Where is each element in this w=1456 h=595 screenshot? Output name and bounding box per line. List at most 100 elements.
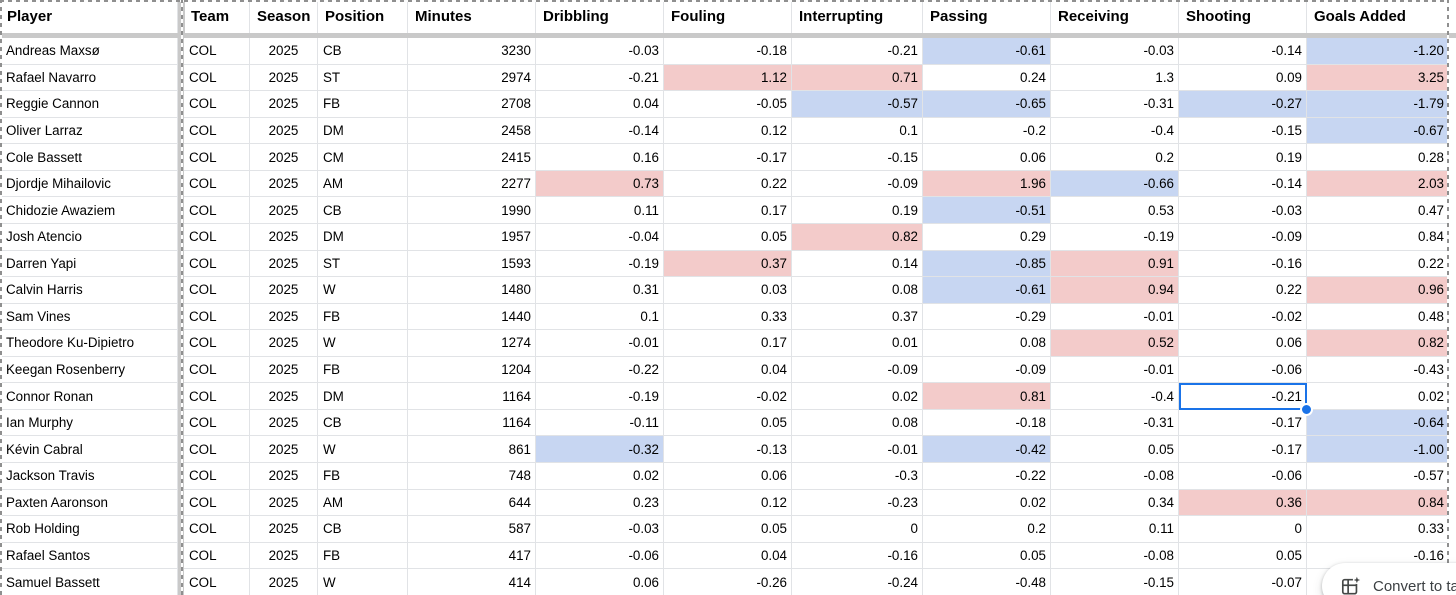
cell-receiving[interactable]: -0.01 — [1051, 356, 1179, 384]
cell-position[interactable]: CB — [318, 38, 408, 65]
cell-passing[interactable]: -0.29 — [923, 303, 1051, 331]
cell-player[interactable]: Calvin Harris — [0, 277, 178, 304]
cell-interrupting[interactable]: 0.14 — [792, 250, 923, 278]
cell-minutes[interactable]: 2708 — [408, 91, 536, 118]
cell-goals_added[interactable]: 0.48 — [1307, 303, 1449, 331]
cell-minutes[interactable]: 1593 — [408, 250, 536, 278]
cell-interrupting[interactable]: 0.82 — [792, 223, 923, 251]
cell-position[interactable]: CB — [318, 516, 408, 543]
cell-interrupting[interactable]: 0.1 — [792, 117, 923, 145]
cell-minutes[interactable]: 414 — [408, 569, 536, 595]
cell-position[interactable]: CM — [318, 144, 408, 171]
cell-interrupting[interactable]: -0.21 — [792, 38, 923, 65]
cell-player[interactable]: Paxten Aaronson — [0, 489, 178, 517]
cell-team[interactable]: COL — [184, 197, 250, 224]
cell-shooting[interactable]: 0.06 — [1179, 330, 1307, 357]
cell-dribbling[interactable]: -0.19 — [536, 250, 664, 278]
cell-interrupting[interactable]: 0.19 — [792, 197, 923, 224]
column-header-receiving[interactable]: Receiving — [1051, 0, 1179, 33]
cell-season[interactable]: 2025 — [250, 569, 318, 595]
column-header-fouling[interactable]: Fouling — [664, 0, 792, 33]
cell-position[interactable]: W — [318, 330, 408, 357]
cell-player[interactable]: Rafael Navarro — [0, 64, 178, 92]
cell-passing[interactable]: -0.61 — [923, 277, 1051, 304]
cell-fouling[interactable]: 0.17 — [664, 330, 792, 357]
cell-passing[interactable]: -0.85 — [923, 250, 1051, 278]
cell-position[interactable]: AM — [318, 170, 408, 198]
cell-position[interactable]: FB — [318, 303, 408, 331]
cell-team[interactable]: COL — [184, 144, 250, 171]
cell-minutes[interactable]: 1274 — [408, 330, 536, 357]
cell-shooting[interactable]: -0.21 — [1179, 383, 1313, 416]
cell-fouling[interactable]: -0.17 — [664, 144, 792, 171]
cell-fouling[interactable]: -0.18 — [664, 38, 792, 65]
cell-dribbling[interactable]: 0.11 — [536, 197, 664, 224]
cell-player[interactable]: Theodore Ku-Dipietro — [0, 330, 178, 357]
cell-goals_added[interactable]: 0.22 — [1307, 250, 1449, 278]
cell-receiving[interactable]: 0.11 — [1051, 516, 1179, 543]
cell-fouling[interactable]: 0.12 — [664, 117, 792, 145]
cell-shooting[interactable]: 0.05 — [1179, 542, 1307, 570]
cell-minutes[interactable]: 1480 — [408, 277, 536, 304]
cell-passing[interactable]: 1.96 — [923, 170, 1051, 198]
cell-team[interactable]: COL — [184, 569, 250, 595]
cell-goals_added[interactable]: -0.67 — [1307, 117, 1449, 145]
cell-team[interactable]: COL — [184, 64, 250, 92]
cell-passing[interactable]: -0.18 — [923, 409, 1051, 437]
cell-team[interactable]: COL — [184, 330, 250, 357]
column-header-team[interactable]: Team — [184, 0, 250, 33]
cell-fouling[interactable]: 0.33 — [664, 303, 792, 331]
cell-dribbling[interactable]: -0.06 — [536, 542, 664, 570]
cell-team[interactable]: COL — [184, 463, 250, 490]
cell-team[interactable]: COL — [184, 223, 250, 251]
column-header-shooting[interactable]: Shooting — [1179, 0, 1307, 33]
cell-goals_added[interactable]: -1.20 — [1307, 38, 1449, 65]
cell-team[interactable]: COL — [184, 91, 250, 118]
cell-dribbling[interactable]: 0.04 — [536, 91, 664, 118]
cell-shooting[interactable]: 0.36 — [1179, 489, 1307, 517]
cell-receiving[interactable]: 0.05 — [1051, 436, 1179, 463]
cell-season[interactable]: 2025 — [250, 197, 318, 224]
cell-passing[interactable]: 0.81 — [923, 383, 1051, 410]
cell-fouling[interactable]: -0.26 — [664, 569, 792, 595]
cell-receiving[interactable]: -0.31 — [1051, 91, 1179, 118]
cell-fouling[interactable]: 1.12 — [664, 64, 792, 92]
cell-position[interactable]: ST — [318, 250, 408, 278]
cell-interrupting[interactable]: -0.15 — [792, 144, 923, 171]
cell-passing[interactable]: -0.51 — [923, 197, 1051, 224]
column-header-dribbling[interactable]: Dribbling — [536, 0, 664, 33]
cell-season[interactable]: 2025 — [250, 64, 318, 92]
cell-dribbling[interactable]: 0.06 — [536, 569, 664, 595]
cell-interrupting[interactable]: 0.08 — [792, 277, 923, 304]
cell-dribbling[interactable]: -0.22 — [536, 356, 664, 384]
cell-shooting[interactable]: -0.07 — [1179, 569, 1307, 595]
cell-passing[interactable]: -0.09 — [923, 356, 1051, 384]
cell-shooting[interactable]: 0 — [1179, 516, 1307, 543]
cell-passing[interactable]: -0.61 — [923, 38, 1051, 65]
cell-team[interactable]: COL — [184, 542, 250, 570]
cell-shooting[interactable]: -0.16 — [1179, 250, 1307, 278]
cell-minutes[interactable]: 2277 — [408, 170, 536, 198]
cell-interrupting[interactable]: 0.08 — [792, 409, 923, 437]
cell-minutes[interactable]: 1990 — [408, 197, 536, 224]
cell-position[interactable]: CB — [318, 197, 408, 224]
cell-fouling[interactable]: 0.05 — [664, 516, 792, 543]
cell-shooting[interactable]: -0.06 — [1179, 356, 1307, 384]
cell-season[interactable]: 2025 — [250, 223, 318, 251]
cell-receiving[interactable]: 1.3 — [1051, 64, 1179, 92]
cell-dribbling[interactable]: 0.31 — [536, 277, 664, 304]
cell-receiving[interactable]: 0.2 — [1051, 144, 1179, 171]
cell-interrupting[interactable]: -0.23 — [792, 489, 923, 517]
cell-fouling[interactable]: 0.37 — [664, 250, 792, 278]
cell-fouling[interactable]: 0.06 — [664, 463, 792, 490]
cell-goals_added[interactable]: -0.64 — [1307, 409, 1449, 437]
cell-minutes[interactable]: 2415 — [408, 144, 536, 171]
cell-position[interactable]: DM — [318, 383, 408, 410]
cell-shooting[interactable]: -0.17 — [1179, 436, 1307, 463]
cell-dribbling[interactable]: -0.11 — [536, 409, 664, 437]
cell-interrupting[interactable]: -0.09 — [792, 356, 923, 384]
cell-position[interactable]: CB — [318, 409, 408, 437]
column-header-interrupting[interactable]: Interrupting — [792, 0, 923, 33]
cell-fouling[interactable]: 0.12 — [664, 489, 792, 517]
cell-fouling[interactable]: 0.17 — [664, 197, 792, 224]
